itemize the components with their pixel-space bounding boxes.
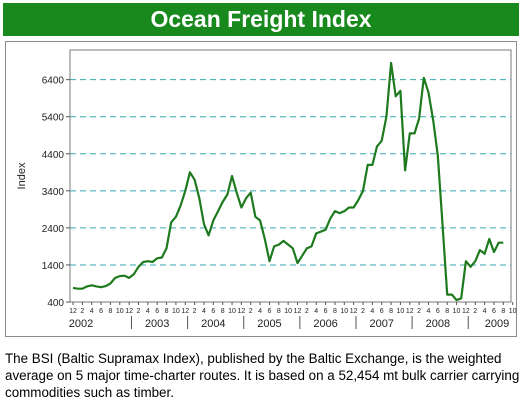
x-tick-label: 6 bbox=[211, 308, 215, 315]
x-tick-label: 2 bbox=[193, 308, 197, 315]
y-tick-label: 4400 bbox=[42, 150, 65, 161]
x-tick-label: 4 bbox=[146, 308, 150, 315]
x-tick-label: 6 bbox=[436, 308, 440, 315]
chart-frame: 400 1400 2400 3400 4400 5400 6400 Index 12 2 4 6 8 10… bbox=[5, 41, 517, 337]
x-tick-label: 2 bbox=[137, 308, 141, 315]
x-tick-label: 12 bbox=[350, 308, 358, 315]
x-tick-label: 4 bbox=[202, 308, 206, 315]
x-tick-label: 10 bbox=[340, 308, 348, 315]
series-line bbox=[72, 61, 504, 302]
x-tick-label: 2 bbox=[249, 308, 253, 315]
x-tick-label: 10 bbox=[172, 308, 180, 315]
x-tick-label: 12 bbox=[181, 308, 189, 315]
x-tick-label: 12 bbox=[406, 308, 414, 315]
x-tick-label: 8 bbox=[108, 308, 112, 315]
chart-caption: The BSI (Baltic Supramax Index), publish… bbox=[5, 351, 520, 400]
x-tick-label: 8 bbox=[445, 308, 449, 315]
x-tick-label: 8 bbox=[333, 308, 337, 315]
x-tick-label: 2 bbox=[473, 308, 477, 315]
page-title: Ocean Freight Index bbox=[3, 3, 519, 36]
plot-area bbox=[69, 49, 512, 303]
year-label: 2004 bbox=[201, 318, 225, 330]
x-tick-label: 6 bbox=[380, 308, 384, 315]
x-tick-label: 2 bbox=[417, 308, 421, 315]
x-tick-label: 8 bbox=[277, 308, 281, 315]
x-tick-label: 4 bbox=[370, 308, 374, 315]
x-tick-label: 6 bbox=[99, 308, 103, 315]
x-tick-label: 10 bbox=[284, 308, 292, 315]
year-label: 2009 bbox=[485, 318, 509, 330]
x-tick-label: 12 bbox=[462, 308, 470, 315]
x-tick-label: 4 bbox=[483, 308, 487, 315]
x-tick-label: 12 bbox=[294, 308, 302, 315]
x-tick-label: 8 bbox=[501, 308, 505, 315]
y-tick-label: 400 bbox=[47, 298, 64, 309]
x-tick-label: 2 bbox=[361, 308, 365, 315]
year-label: 2006 bbox=[313, 318, 337, 330]
x-tick-label: 10 bbox=[453, 308, 461, 315]
y-tick-label: 5400 bbox=[42, 113, 65, 124]
x-tick-label: 10 bbox=[509, 308, 517, 315]
x-tick-label: 12 bbox=[69, 308, 77, 315]
x-tick-label: 4 bbox=[427, 308, 431, 315]
x-tick-label: 6 bbox=[492, 308, 496, 315]
year-label: 2007 bbox=[369, 318, 393, 330]
year-label: 2008 bbox=[426, 318, 450, 330]
x-tick-label: 8 bbox=[165, 308, 169, 315]
x-tick-label: 4 bbox=[258, 308, 262, 315]
x-tick-label: 10 bbox=[116, 308, 124, 315]
x-tick-label: 10 bbox=[397, 308, 405, 315]
y-axis-label: Index bbox=[16, 162, 28, 189]
y-tick-label: 6400 bbox=[42, 76, 65, 87]
year-label: 2003 bbox=[145, 318, 169, 330]
year-label: 2005 bbox=[257, 318, 281, 330]
x-tick-label: 12 bbox=[125, 308, 133, 315]
x-tick-label: 6 bbox=[155, 308, 159, 315]
y-tick-label: 1400 bbox=[42, 261, 65, 272]
x-tick-label: 10 bbox=[228, 308, 236, 315]
x-tick-label: 4 bbox=[90, 308, 94, 315]
x-tick-label: 4 bbox=[314, 308, 318, 315]
x-tick-label: 6 bbox=[324, 308, 328, 315]
x-tick-label: 6 bbox=[267, 308, 271, 315]
x-tick-label: 2 bbox=[80, 308, 84, 315]
x-tick-label: 2 bbox=[305, 308, 309, 315]
x-tick-label: 12 bbox=[237, 308, 245, 315]
year-label: 2002 bbox=[69, 318, 93, 330]
x-tick-label: 8 bbox=[389, 308, 393, 315]
x-tick-label: 8 bbox=[221, 308, 225, 315]
y-tick-label: 2400 bbox=[42, 224, 65, 235]
y-tick-label: 3400 bbox=[42, 187, 65, 198]
